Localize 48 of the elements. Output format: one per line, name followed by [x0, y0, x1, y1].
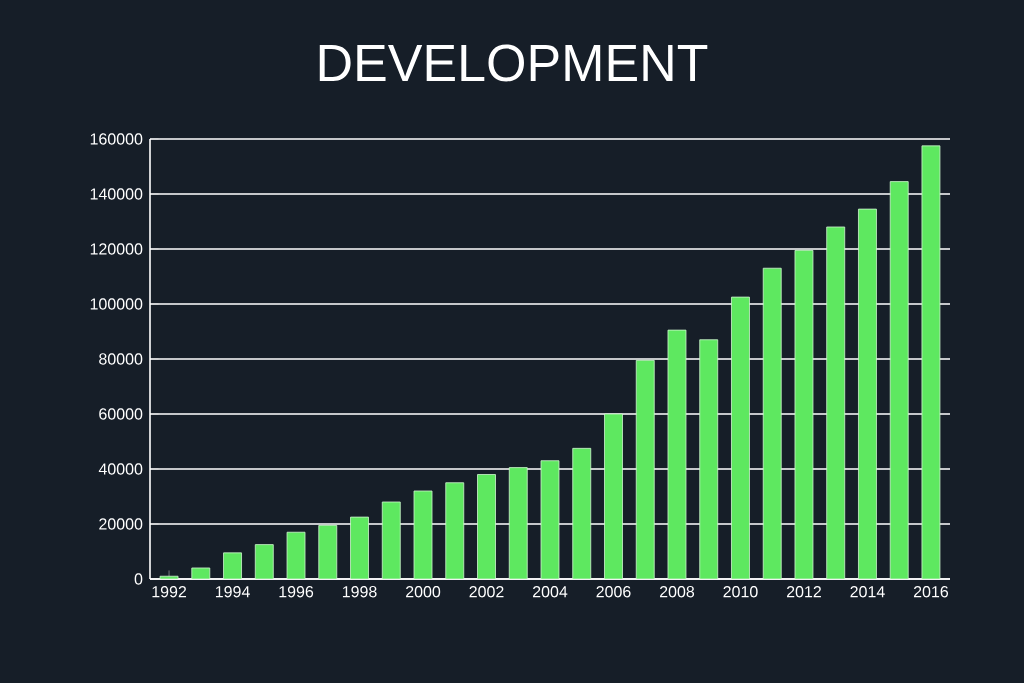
bar — [286, 531, 306, 579]
x-tick-label: 2000 — [406, 586, 441, 598]
bar — [254, 544, 274, 579]
bar — [762, 267, 782, 579]
x-tick-label: 2006 — [596, 586, 631, 598]
x-tick-label: 1994 — [215, 586, 250, 598]
bar — [508, 467, 528, 579]
bar — [350, 516, 369, 579]
y-tick-label: 160000 — [90, 133, 143, 145]
bar — [223, 552, 242, 579]
bar — [921, 145, 941, 579]
bar — [731, 296, 750, 579]
bar — [667, 329, 687, 579]
bar — [191, 567, 211, 579]
x-tick-label: 1992 — [152, 586, 187, 598]
bar — [794, 249, 814, 579]
chart-title: DEVELOPMENT — [319, 44, 708, 82]
bar — [572, 447, 592, 579]
x-tick-label: 2014 — [850, 586, 885, 598]
bar — [413, 490, 433, 579]
x-tick-label: 2008 — [660, 586, 695, 598]
x-tick-label: 2010 — [723, 586, 758, 598]
y-tick-label: 40000 — [98, 463, 143, 475]
y-tick-label: 80000 — [99, 353, 143, 365]
x-tick-label: 2016 — [913, 586, 949, 598]
bar — [159, 575, 179, 579]
x-tick-label: 2002 — [469, 586, 504, 598]
bar — [889, 181, 909, 579]
bar — [635, 359, 655, 579]
y-tick-label: 0 — [134, 573, 143, 585]
x-tick-label: 1996 — [279, 586, 314, 598]
bar — [826, 226, 846, 579]
bar — [540, 460, 560, 579]
x-tick-label: 2012 — [786, 586, 821, 598]
y-tick-label: 20000 — [99, 518, 143, 530]
x-tick-label: 1998 — [342, 586, 377, 598]
y-tick-label: 120000 — [90, 243, 143, 255]
bar — [381, 501, 401, 579]
bar — [858, 208, 877, 579]
bar — [699, 339, 719, 579]
bar — [477, 474, 496, 579]
y-tick-label: 100000 — [90, 298, 143, 310]
bar — [604, 413, 623, 579]
y-tick-label: 60000 — [99, 408, 143, 420]
bar — [445, 482, 465, 579]
bar — [318, 524, 338, 579]
x-tick-label: 2004 — [533, 586, 568, 598]
y-tick-label: 140000 — [90, 188, 143, 200]
